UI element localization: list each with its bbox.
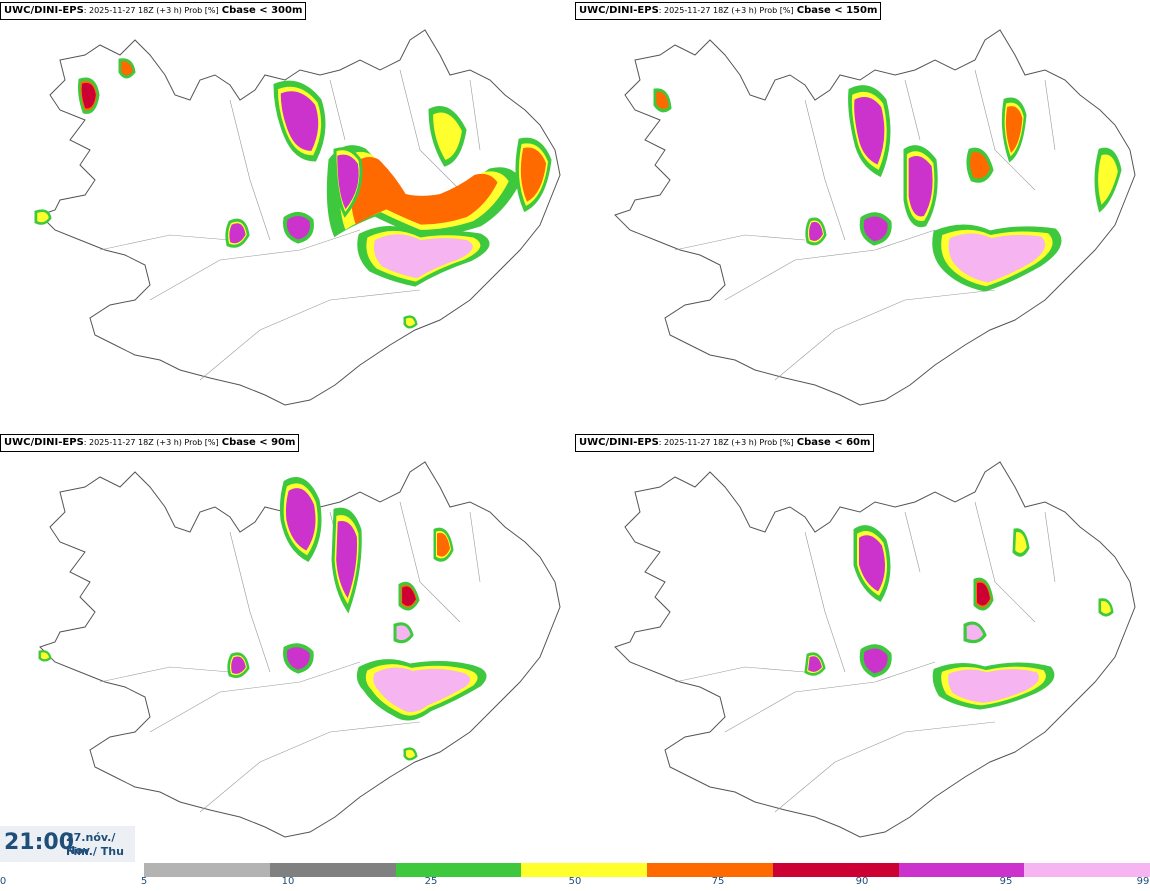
colorbar-tick-label: 5 xyxy=(140,876,148,887)
probability-area xyxy=(653,88,672,113)
probability-area xyxy=(853,525,891,603)
panel-title: UWC/DINI-EPS: 2025-11-27 18Z (+3 h) Prob… xyxy=(0,434,300,452)
iceland-map xyxy=(34,29,561,406)
threshold-label: Cbase < 60m xyxy=(796,437,871,448)
probability-area xyxy=(973,577,994,611)
colorbar-bin xyxy=(395,863,522,877)
iceland-coastline xyxy=(614,461,1136,838)
iceland-coastline xyxy=(614,29,1136,406)
probability-area xyxy=(515,137,552,213)
valid-date: 27.nóv./ Nov xyxy=(66,831,116,857)
threshold-label: Cbase < 300m xyxy=(221,5,303,16)
probability-area xyxy=(932,224,1062,292)
probability-area xyxy=(428,106,467,167)
probability-area xyxy=(859,212,892,246)
iceland-map xyxy=(38,461,561,838)
colorbar-tick-label: 99 xyxy=(1136,876,1150,887)
colorbar-bin xyxy=(269,863,396,877)
map-panel-90m: UWC/DINI-EPS: 2025-11-27 18Z (+3 h) Prob… xyxy=(0,432,575,862)
panel-title: UWC/DINI-EPS: 2025-11-27 18Z (+3 h) Prob… xyxy=(575,2,882,20)
probability-area xyxy=(118,58,136,79)
probability-area xyxy=(283,212,314,244)
probability-area xyxy=(34,209,52,225)
map-panel-60m: UWC/DINI-EPS: 2025-11-27 18Z (+3 h) Prob… xyxy=(575,432,1150,862)
probability-area xyxy=(357,226,490,287)
colorbar-tick-label: 0 xyxy=(0,876,7,887)
map-panel-300m: UWC/DINI-EPS: 2025-11-27 18Z (+3 h) Prob… xyxy=(0,0,575,430)
probability-area xyxy=(279,477,322,562)
probability-area xyxy=(333,147,363,218)
threshold-label: Cbase < 90m xyxy=(221,437,296,448)
model-name: UWC/DINI-EPS xyxy=(579,5,659,16)
probability-area xyxy=(273,80,326,162)
probability-area xyxy=(966,147,994,183)
run-info: : 2025-11-27 18Z (+3 h) Prob [%] xyxy=(83,438,219,447)
probability-area xyxy=(403,315,418,329)
probability-area xyxy=(356,659,487,721)
colorbar-tick-label: 25 xyxy=(424,876,438,887)
probability-area xyxy=(283,643,314,674)
probability-area xyxy=(38,650,52,662)
probability-area xyxy=(805,217,827,246)
probability-area xyxy=(78,77,100,114)
colorbar-bin xyxy=(647,863,773,877)
probability-area xyxy=(227,652,250,678)
map-panel-150m: UWC/DINI-EPS: 2025-11-27 18Z (+3 h) Prob… xyxy=(575,0,1150,430)
probability-colorbar xyxy=(144,863,1150,877)
colorbar-ticks: 0 5 10 25 50 75 90 95 99 xyxy=(0,876,1150,890)
iceland-map xyxy=(614,461,1136,838)
colorbar-tick-label: 50 xyxy=(568,876,582,887)
iceland-coastline xyxy=(39,29,561,406)
colorbar-bin xyxy=(772,863,899,877)
colorbar-tick-label: 75 xyxy=(711,876,725,887)
colorbar-tick-label: 90 xyxy=(855,876,869,887)
probability-area xyxy=(1098,598,1114,617)
probability-area xyxy=(326,145,522,238)
iceland-map xyxy=(614,29,1136,406)
run-info: : 2025-11-27 18Z (+3 h) Prob [%] xyxy=(658,6,794,15)
probability-area xyxy=(1094,147,1122,213)
probability-area xyxy=(225,218,250,248)
probability-area xyxy=(859,644,892,678)
probability-area xyxy=(331,507,362,614)
probability-area xyxy=(848,85,891,178)
run-info: : 2025-11-27 18Z (+3 h) Prob [%] xyxy=(83,6,219,15)
valid-time-box: 21:00 27.nóv./ Nov Fim./ Thu xyxy=(0,826,135,862)
probability-area xyxy=(963,621,987,644)
probability-area xyxy=(433,527,454,562)
threshold-label: Cbase < 150m xyxy=(796,5,878,16)
valid-weekday: Fim./ Thu xyxy=(66,845,124,858)
probability-area xyxy=(903,145,938,228)
model-name: UWC/DINI-EPS xyxy=(4,5,84,16)
probability-area xyxy=(398,581,420,611)
model-name: UWC/DINI-EPS xyxy=(579,437,659,448)
probability-area xyxy=(403,747,418,761)
colorbar-bin xyxy=(521,863,647,877)
colorbar-bin xyxy=(144,863,270,877)
probability-area xyxy=(1012,528,1030,557)
probability-area xyxy=(932,662,1055,710)
colorbar-tick-label: 95 xyxy=(999,876,1013,887)
probability-area xyxy=(804,652,826,676)
colorbar-tick-label: 10 xyxy=(281,876,295,887)
model-name: UWC/DINI-EPS xyxy=(4,437,84,448)
panel-title: UWC/DINI-EPS: 2025-11-27 18Z (+3 h) Prob… xyxy=(575,434,875,452)
probability-area xyxy=(1001,97,1027,163)
valid-time: 21:00 xyxy=(4,830,75,855)
panel-title: UWC/DINI-EPS: 2025-11-27 18Z (+3 h) Prob… xyxy=(0,2,307,20)
colorbar-bin xyxy=(898,863,1025,877)
run-info: : 2025-11-27 18Z (+3 h) Prob [%] xyxy=(658,438,794,447)
colorbar-bin xyxy=(1024,863,1150,877)
probability-area xyxy=(393,622,414,644)
